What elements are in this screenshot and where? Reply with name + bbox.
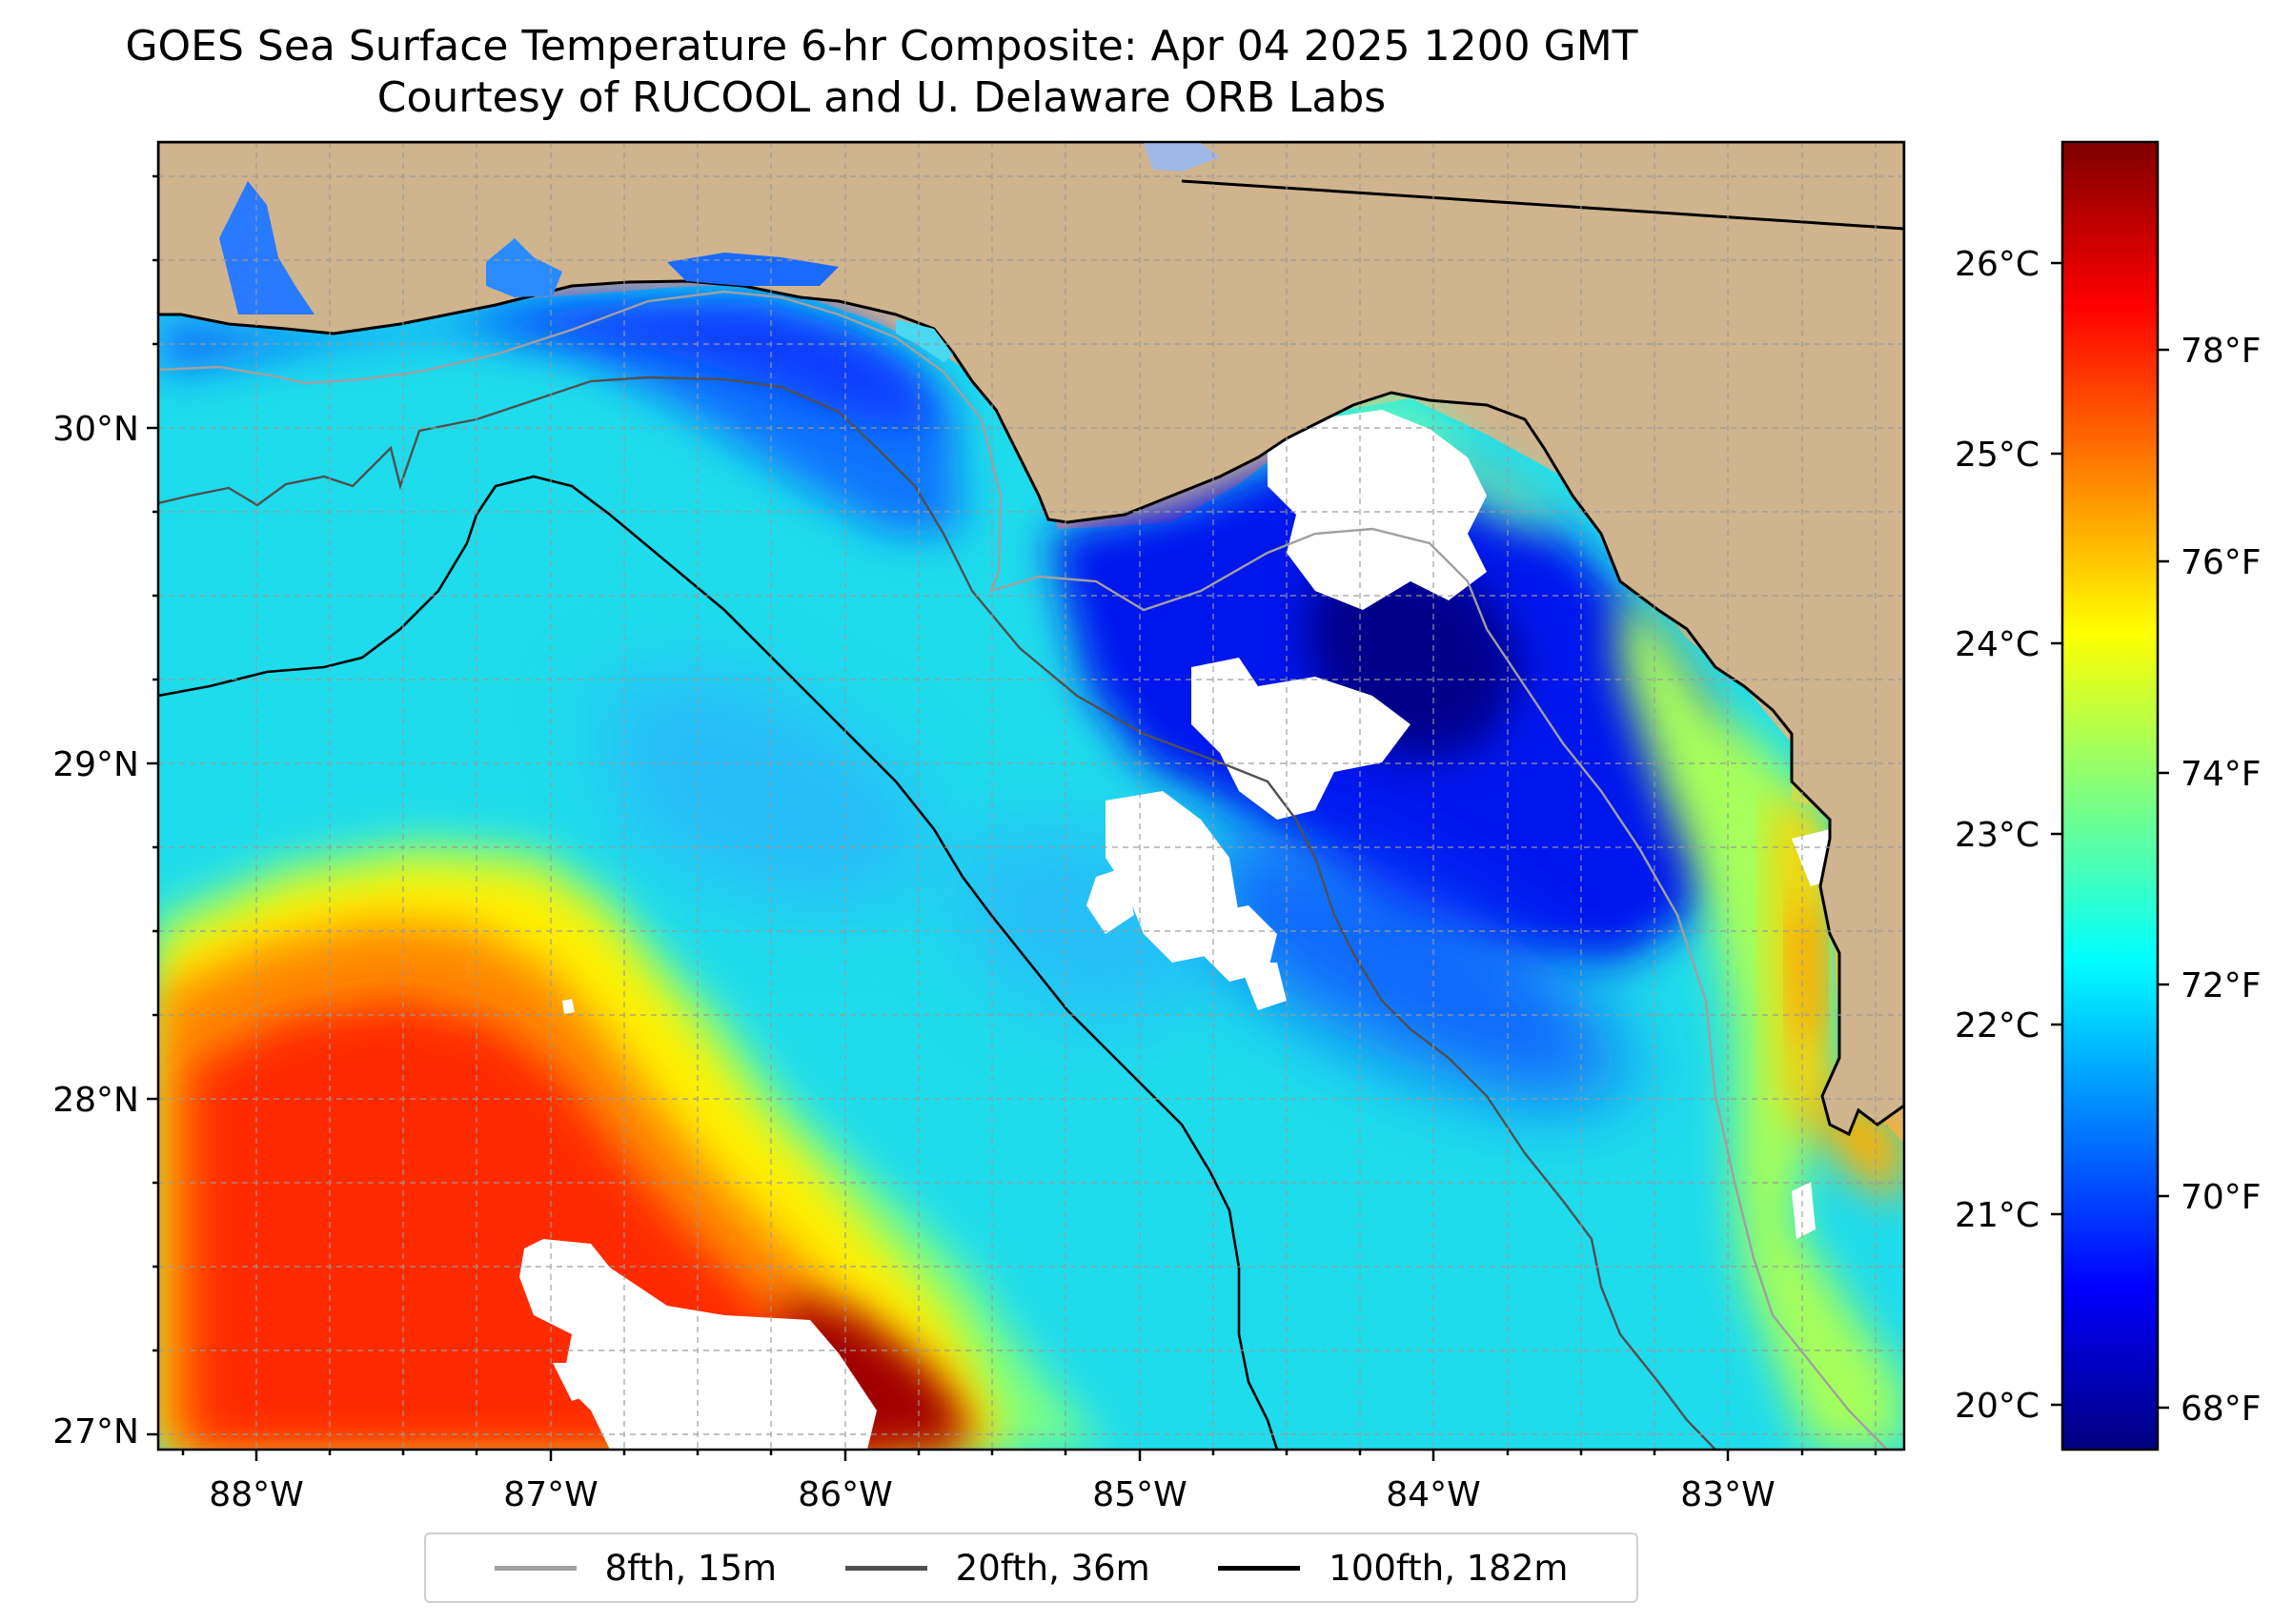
legend-label: 8fth, 15m bbox=[604, 1547, 778, 1589]
celsius-label: 21°C bbox=[1955, 1196, 2039, 1235]
fahrenheit-label: 78°F bbox=[2181, 332, 2262, 371]
fahrenheit-label: 70°F bbox=[2181, 1178, 2262, 1217]
lon-label: 85°W bbox=[1092, 1475, 1187, 1514]
fahrenheit-label: 72°F bbox=[2181, 966, 2262, 1005]
colorbar bbox=[2060, 140, 2160, 1451]
celsius-label: 23°C bbox=[1955, 816, 2039, 855]
legend-line-swatch bbox=[844, 1565, 927, 1571]
map-title: GOES Sea Surface Temperature 6-hr Compos… bbox=[125, 22, 1638, 71]
lon-label: 86°W bbox=[798, 1475, 892, 1514]
celsius-label: 26°C bbox=[1955, 245, 2039, 284]
legend-item-20fth: 20fth, 36m bbox=[844, 1547, 1150, 1589]
map-panel bbox=[158, 142, 1904, 1450]
celsius-label: 25°C bbox=[1955, 436, 2039, 475]
isobath-20fth bbox=[158, 376, 1716, 1450]
lon-label: 84°W bbox=[1386, 1475, 1480, 1514]
lon-label: 88°W bbox=[209, 1475, 303, 1514]
graticule bbox=[158, 142, 1904, 1450]
legend-line-swatch bbox=[1218, 1565, 1301, 1571]
colorbar-celsius-ticks bbox=[2051, 261, 2062, 1407]
lat-label: 29°N bbox=[52, 745, 139, 784]
isobath-100fth bbox=[158, 475, 1279, 1450]
lon-label: 87°W bbox=[503, 1475, 598, 1514]
legend-label: 100fth, 182m bbox=[1329, 1547, 1569, 1589]
celsius-label: 24°C bbox=[1955, 625, 2039, 664]
isobath-8fth bbox=[158, 290, 1888, 1450]
map-frame bbox=[156, 140, 1906, 1451]
celsius-label: 22°C bbox=[1955, 1006, 2039, 1045]
fahrenheit-label: 68°F bbox=[2181, 1390, 2262, 1429]
longitude-ticks bbox=[181, 1450, 1877, 1461]
lon-label: 83°W bbox=[1680, 1475, 1775, 1514]
celsius-label: 20°C bbox=[1955, 1387, 2039, 1426]
legend-item-8fth: 8fth, 15m bbox=[494, 1547, 778, 1589]
state-boundary bbox=[1181, 179, 1904, 231]
lat-label: 27°N bbox=[52, 1412, 139, 1451]
no-data-cloud-mask bbox=[519, 410, 1839, 1450]
bays-and-estuaries bbox=[219, 143, 1220, 362]
fahrenheit-label: 74°F bbox=[2181, 755, 2262, 794]
fahrenheit-label: 76°F bbox=[2181, 543, 2262, 582]
coastline bbox=[158, 142, 1904, 1137]
map-subtitle: Courtesy of RUCOOL and U. Delaware ORB L… bbox=[376, 73, 1387, 122]
isobath-legend: 8fth, 15m 20fth, 36m 100fth, 182m bbox=[424, 1533, 1638, 1603]
legend-line-swatch bbox=[494, 1565, 577, 1571]
lat-label: 30°N bbox=[52, 410, 139, 449]
latitude-ticks bbox=[147, 174, 158, 1436]
legend-item-100fth: 100fth, 182m bbox=[1218, 1548, 1568, 1589]
colorbar-fahrenheit-ticks bbox=[2158, 348, 2169, 1410]
legend-label: 20fth, 36m bbox=[955, 1547, 1150, 1589]
lat-label: 28°N bbox=[52, 1081, 139, 1120]
